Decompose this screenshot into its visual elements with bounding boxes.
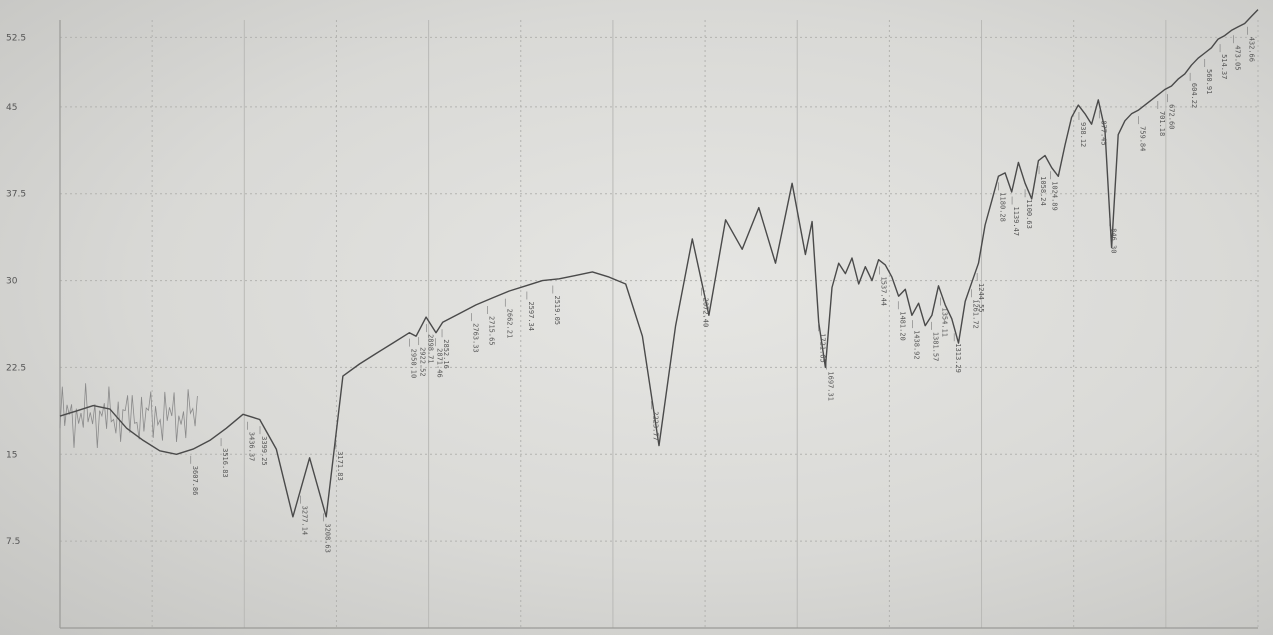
peak-label: 432.66 xyxy=(1247,37,1255,62)
y-tick-label: 37.5 xyxy=(6,190,26,200)
peak-label: 560.91 xyxy=(1205,69,1213,94)
peak-label: 3516.83 xyxy=(221,448,229,478)
peak-label: 1139.47 xyxy=(1012,207,1020,237)
peak-label: 2950.10 xyxy=(409,349,417,379)
peak-label: 2922.52 xyxy=(419,347,427,377)
peak-label: 701.18 xyxy=(1158,111,1166,136)
peak-label: 1313.29 xyxy=(954,343,962,373)
y-tick-label: 7.5 xyxy=(6,537,20,547)
peak-label: 2662.21 xyxy=(505,309,513,339)
peak-label: 1354.11 xyxy=(941,308,949,338)
peak-label: 3171.83 xyxy=(336,451,344,481)
peak-label: 1721.65 xyxy=(818,333,826,363)
peak-label: 1697.31 xyxy=(826,371,834,401)
peak-label: 672.60 xyxy=(1167,104,1175,129)
peak-label: 1481.20 xyxy=(898,311,906,341)
peak-label: 2871.46 xyxy=(436,348,444,378)
peak-label: 3208.63 xyxy=(324,523,332,553)
y-tick-label: 22.5 xyxy=(6,363,26,373)
y-tick-label: 52.5 xyxy=(6,33,26,43)
peak-label: 846.30 xyxy=(1110,228,1118,253)
peak-label: 514.37 xyxy=(1220,54,1228,79)
peak-label: 2898.71 xyxy=(427,334,435,364)
peak-label: 3607.86 xyxy=(191,466,199,496)
peak-label: 604.22 xyxy=(1190,83,1198,108)
spectrum-line xyxy=(59,9,1259,518)
peak-label: 938.12 xyxy=(1079,122,1087,147)
peak-label: 3436.37 xyxy=(248,432,256,462)
peak-label: 877.45 xyxy=(1099,120,1107,145)
y-tick-label: 15 xyxy=(6,450,17,460)
peak-label: 1100.63 xyxy=(1025,199,1033,229)
peak-label: 2715.65 xyxy=(488,316,496,346)
peak-label: 473.05 xyxy=(1234,45,1242,70)
peak-label: 1438.92 xyxy=(913,330,921,360)
peak-label: 2852.16 xyxy=(442,339,450,369)
peak-label: 1180.28 xyxy=(998,192,1006,222)
y-tick-label: 30 xyxy=(6,277,18,287)
peak-label: 1261.72 xyxy=(971,299,979,329)
peak-label: 1244.55 xyxy=(977,283,985,313)
spectrum-noise-trace xyxy=(59,383,198,449)
peak-label: 2223.77 xyxy=(651,411,659,441)
peak-label: 759.84 xyxy=(1139,126,1147,151)
peak-label: 1058.24 xyxy=(1039,176,1047,206)
peak-label: 3277.14 xyxy=(301,506,309,536)
peak-label: 1537.44 xyxy=(880,277,888,307)
peak-label: 1381.57 xyxy=(932,332,940,362)
y-tick-label: 45 xyxy=(6,103,17,113)
peak-label: 1024.89 xyxy=(1050,181,1058,211)
peak-label: 2597.34 xyxy=(527,301,535,331)
peak-label: 2763.33 xyxy=(472,323,480,353)
peak-label: 3399.25 xyxy=(260,436,268,466)
peak-label: 2519.05 xyxy=(553,295,561,325)
peak-label: 2072.40 xyxy=(702,298,710,328)
